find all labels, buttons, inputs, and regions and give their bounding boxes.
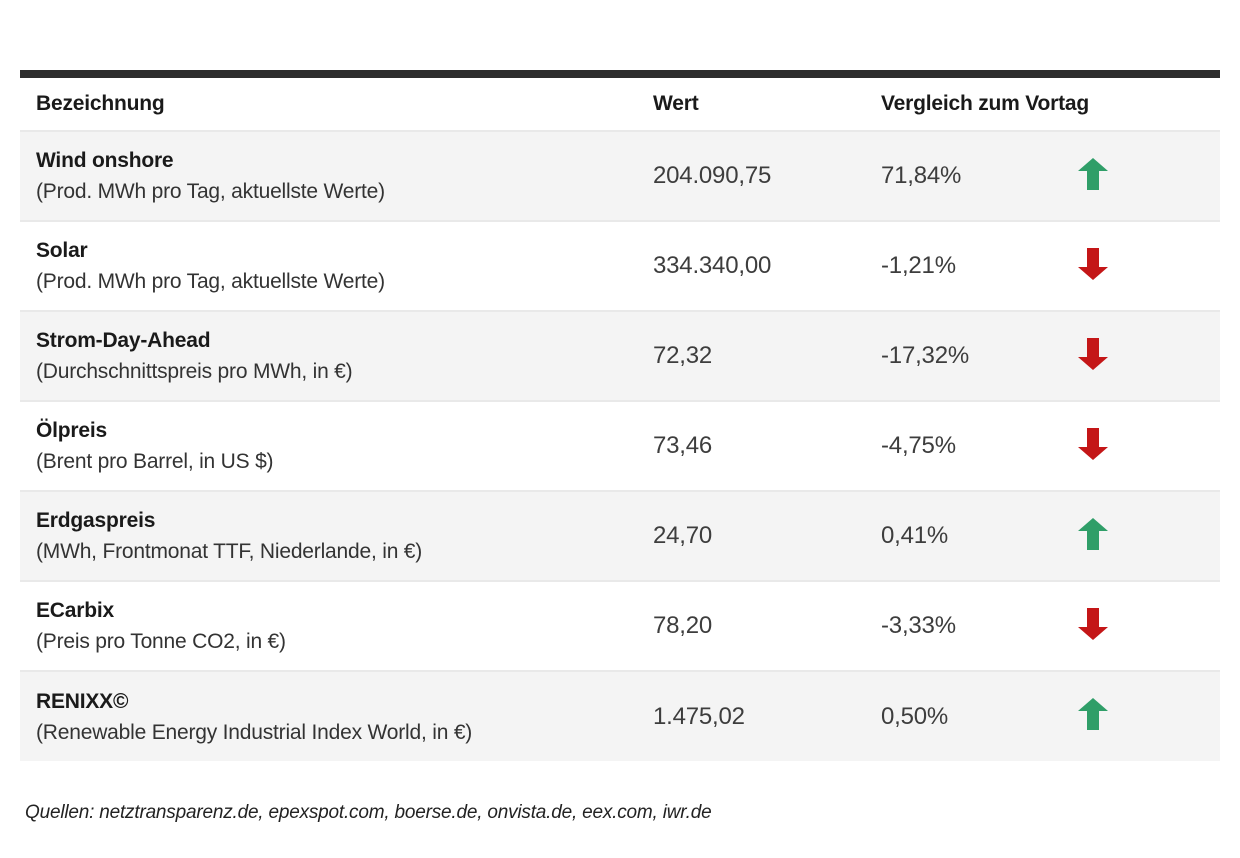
table-row: Erdgaspreis (MWh, Frontmonat TTF, Nieder… <box>20 491 1220 581</box>
table-row: Solar (Prod. MWh pro Tag, aktuellste Wer… <box>20 221 1220 311</box>
row-title: RENIXX© <box>36 689 129 713</box>
table-body: Wind onshore (Prod. MWh pro Tag, aktuell… <box>20 131 1220 761</box>
value-cell: 72,32 <box>653 342 713 369</box>
trend-cell <box>1074 131 1220 221</box>
column-header-wert: Wert <box>653 92 699 115</box>
trend-cell <box>1074 671 1220 761</box>
change-cell: -17,32% <box>881 342 969 369</box>
value-cell: 24,70 <box>653 522 713 549</box>
row-description: (Renewable Energy Industrial Index World… <box>36 720 473 744</box>
down-arrow-icon <box>1078 337 1108 370</box>
row-title: Solar <box>36 239 88 262</box>
column-header-bezeichnung: Bezeichnung <box>36 92 165 115</box>
row-description: (Durchschnittspreis pro MWh, in €) <box>36 360 353 383</box>
name-cell: ECarbix (Preis pro Tonne CO2, in €) <box>20 581 650 671</box>
table-row: Wind onshore (Prod. MWh pro Tag, aktuell… <box>20 131 1220 221</box>
trend-cell <box>1074 491 1220 581</box>
column-header-vergleich-zum-vortag: Vergleich zum Vortag <box>881 92 1089 115</box>
row-description: (Prod. MWh pro Tag, aktuellste Werte) <box>36 180 385 203</box>
up-arrow-icon <box>1078 698 1108 730</box>
value-cell: 334.340,00 <box>653 252 772 279</box>
row-title: Erdgaspreis <box>36 509 156 532</box>
trend-cell <box>1074 581 1220 671</box>
energy-market-table: Bezeichnung Wert Vergleich zum Vortag Wi… <box>20 78 1220 761</box>
value-cell: 73,46 <box>653 432 713 459</box>
down-arrow-icon <box>1078 607 1108 640</box>
top-divider-bar <box>20 70 1220 78</box>
value-cell: 1.475,02 <box>653 702 745 730</box>
trend-cell <box>1074 311 1220 401</box>
row-title: ECarbix <box>36 599 114 622</box>
change-cell: -4,75% <box>881 432 956 459</box>
change-cell: -1,21% <box>881 252 956 279</box>
table-row: Ölpreis (Brent pro Barrel, in US $) 73,4… <box>20 401 1220 491</box>
row-title: Wind onshore <box>36 149 174 172</box>
energy-market-table-container: Bezeichnung Wert Vergleich zum Vortag Wi… <box>20 70 1220 761</box>
change-cell: 0,50% <box>881 702 949 730</box>
name-cell: Wind onshore (Prod. MWh pro Tag, aktuell… <box>20 131 650 221</box>
name-cell: Strom-Day-Ahead (Durchschnittspreis pro … <box>20 311 650 401</box>
name-cell: RENIXX© (Renewable Energy Industrial Ind… <box>20 671 650 761</box>
down-arrow-icon <box>1078 427 1108 460</box>
row-description: (Brent pro Barrel, in US $) <box>36 450 274 473</box>
trend-cell <box>1074 221 1220 311</box>
row-description: (Preis pro Tonne CO2, in €) <box>36 630 286 653</box>
value-cell: 204.090,75 <box>653 162 772 189</box>
name-cell: Erdgaspreis (MWh, Frontmonat TTF, Nieder… <box>20 491 650 581</box>
trend-cell <box>1074 401 1220 491</box>
name-cell: Solar (Prod. MWh pro Tag, aktuellste Wer… <box>20 221 650 311</box>
row-description: (Prod. MWh pro Tag, aktuellste Werte) <box>36 270 385 293</box>
change-cell: 0,41% <box>881 522 949 549</box>
sources-footer: Quellen: netztransparenz.de, epexspot.co… <box>25 802 712 823</box>
value-cell: 78,20 <box>653 612 713 639</box>
table-row: RENIXX© (Renewable Energy Industrial Ind… <box>20 671 1220 761</box>
table-row: Strom-Day-Ahead (Durchschnittspreis pro … <box>20 311 1220 401</box>
down-arrow-icon <box>1078 247 1108 280</box>
header-row: Bezeichnung Wert Vergleich zum Vortag <box>20 78 1220 131</box>
change-cell: -3,33% <box>881 612 956 639</box>
table-row: ECarbix (Preis pro Tonne CO2, in €) 78,2… <box>20 581 1220 671</box>
name-cell: Ölpreis (Brent pro Barrel, in US $) <box>20 401 650 491</box>
row-description: (MWh, Frontmonat TTF, Niederlande, in €) <box>36 540 423 563</box>
row-title: Strom-Day-Ahead <box>36 329 211 352</box>
change-cell: 71,84% <box>881 162 962 189</box>
row-title: Ölpreis <box>36 419 107 442</box>
up-arrow-icon <box>1078 157 1108 190</box>
up-arrow-icon <box>1078 517 1108 550</box>
